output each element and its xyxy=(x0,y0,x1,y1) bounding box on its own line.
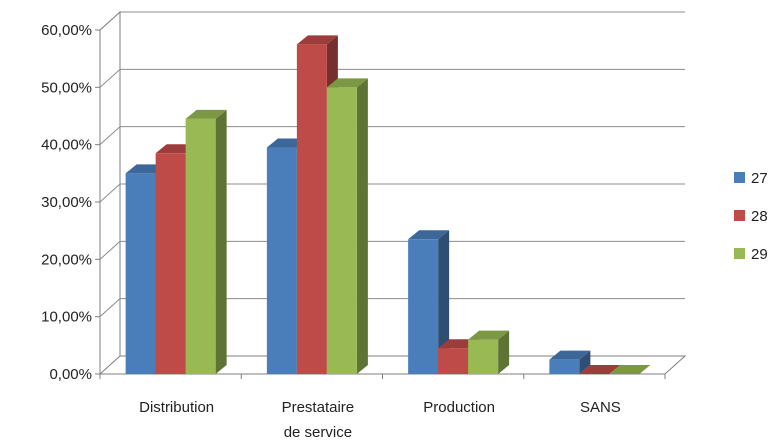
y-tick-label: 50,00% xyxy=(41,79,92,96)
bar-side xyxy=(498,330,510,374)
x-category-label: Distribution xyxy=(139,399,214,416)
bar-side xyxy=(356,78,368,374)
bar-side xyxy=(215,109,227,374)
bar xyxy=(468,330,510,374)
y-tick-label: 60,00% xyxy=(41,22,92,39)
bar-front xyxy=(468,339,499,374)
y-axis-ticks: 0,00% 10,00% 20,00% 30,00% 40,00% 50,00% 60,00… xyxy=(41,22,100,383)
bar-front xyxy=(155,153,186,374)
legend-swatch xyxy=(734,210,745,221)
bar-front xyxy=(326,87,357,374)
bar xyxy=(185,109,227,374)
bar-side xyxy=(438,230,450,374)
bar-top xyxy=(296,35,338,45)
bar-top xyxy=(185,109,227,119)
gridline xyxy=(99,298,685,318)
legend: 27 28 29 xyxy=(734,170,768,263)
bars xyxy=(125,35,651,374)
bar-front xyxy=(296,44,327,374)
y-tick-label: 40,00% xyxy=(41,137,92,154)
x-category-label: SANS xyxy=(580,399,621,416)
gridline xyxy=(99,126,685,146)
bar xyxy=(579,365,621,374)
bar-top xyxy=(468,330,510,340)
gridline xyxy=(99,183,685,203)
bar-front xyxy=(408,239,439,374)
y-tick-label: 0,00% xyxy=(49,366,92,383)
gridline xyxy=(99,68,685,88)
bar xyxy=(408,230,450,374)
bar-top xyxy=(609,365,651,374)
bar-top xyxy=(579,365,621,374)
bar-front xyxy=(549,359,580,374)
x-axis-labels: Distribution Prestataire de service Product… xyxy=(99,374,666,441)
bar-front xyxy=(125,173,156,374)
y-tick-label: 10,00% xyxy=(41,309,92,326)
bar-front xyxy=(185,118,216,374)
x-category-label: Production xyxy=(423,399,495,416)
gridline xyxy=(99,240,685,260)
bar-front xyxy=(266,147,297,374)
y-tick-label: 30,00% xyxy=(41,194,92,211)
bar xyxy=(549,350,591,374)
bar-top xyxy=(408,230,450,240)
gridlines xyxy=(99,11,685,318)
bar-side xyxy=(579,350,591,374)
x-category-label: de service xyxy=(284,424,352,441)
legend-label: 29 xyxy=(751,246,768,263)
legend-swatch xyxy=(734,172,745,183)
legend-label: 27 xyxy=(751,170,768,187)
bar-front xyxy=(438,348,469,374)
y-tick-label: 20,00% xyxy=(41,251,92,268)
bar xyxy=(609,365,651,374)
x-category-label: Prestataire xyxy=(282,399,355,416)
legend-swatch xyxy=(734,248,745,259)
gridline xyxy=(99,11,685,31)
bar-top xyxy=(326,78,368,88)
bar-top xyxy=(549,350,591,360)
bar xyxy=(326,78,368,374)
legend-label: 28 xyxy=(751,208,768,225)
